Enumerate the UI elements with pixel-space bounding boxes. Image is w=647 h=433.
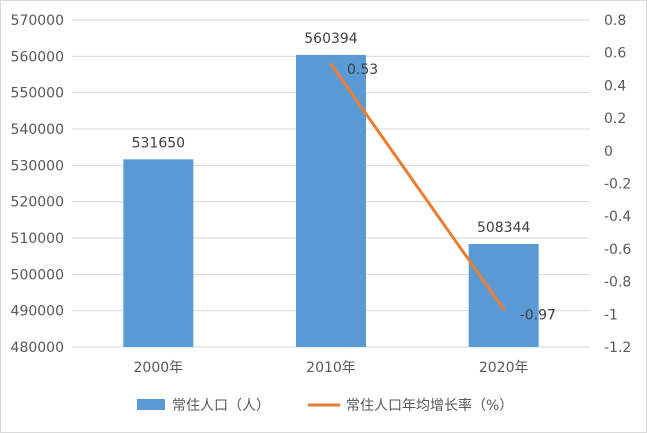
- x-axis-tick-label: 2000年: [134, 360, 184, 376]
- x-axis-ticks: 2000年 2010年 2020年: [134, 360, 529, 376]
- growth-rate-line: [329, 62, 506, 311]
- legend-bar-swatch: [137, 399, 165, 410]
- left-axis-tick-label: 560000: [11, 49, 64, 65]
- line-series: [329, 62, 506, 311]
- left-axis-tick-label: 520000: [11, 195, 64, 211]
- x-axis-tick-label: 2020年: [479, 360, 529, 376]
- bar-2010年: [296, 54, 366, 348]
- right-axis-tick-label: -0.4: [604, 209, 631, 225]
- right-axis-tick-label: 0.4: [604, 78, 626, 94]
- left-axis-tick-label: 490000: [11, 304, 64, 320]
- right-axis-tick-label: 0.6: [604, 46, 626, 62]
- bar-value-label: 560394: [304, 31, 358, 47]
- right-axis-tick-label: -0.6: [604, 242, 631, 258]
- right-axis-tick-label: 0: [604, 144, 613, 160]
- left-axis-tick-label: 530000: [11, 158, 64, 174]
- bar-2020年: [468, 244, 539, 347]
- legend-label-growth-rate: 常住人口年均增长率（%）: [346, 397, 513, 414]
- legend-label-population: 常住人口（人）: [172, 398, 270, 414]
- right-axis-tick-label: -1: [604, 307, 618, 323]
- left-axis-tick-label: 570000: [11, 13, 64, 29]
- left-axis-ticks: 480000 490000 500000 510000 520000 530000 5400…: [11, 13, 64, 356]
- bar-value-label: 531650: [132, 135, 185, 151]
- left-axis-tick-label: 550000: [11, 86, 64, 102]
- line-value-label: -0.97: [520, 307, 556, 323]
- bar-series: [123, 54, 539, 348]
- right-axis-tick-label: -0.2: [604, 177, 631, 193]
- left-axis-tick-label: 480000: [11, 340, 64, 356]
- right-axis-ticks: -1.2 -1 -0.8 -0.6 -0.4 -0.2 0 0.2 0.4 0.6 0.8: [604, 13, 631, 356]
- left-axis-tick-label: 540000: [11, 122, 64, 138]
- left-axis-tick-label: 500000: [11, 267, 64, 283]
- right-axis-tick-label: 0.8: [604, 13, 626, 29]
- bar-2000年: [123, 159, 194, 347]
- right-axis-tick-label: -0.8: [604, 275, 631, 291]
- bar-value-label: 508344: [477, 220, 531, 236]
- right-axis-tick-label: -1.2: [604, 340, 631, 356]
- legend: 常住人口（人） 常住人口年均增长率（%）: [137, 397, 513, 414]
- data-labels: 531650 560394 508344 0.53 -0.97: [132, 31, 556, 323]
- line-value-label: 0.53: [347, 62, 378, 78]
- right-axis-tick-label: 0.2: [604, 111, 626, 127]
- x-axis-tick-label: 2010年: [306, 360, 356, 376]
- left-axis-tick-label: 510000: [11, 231, 64, 247]
